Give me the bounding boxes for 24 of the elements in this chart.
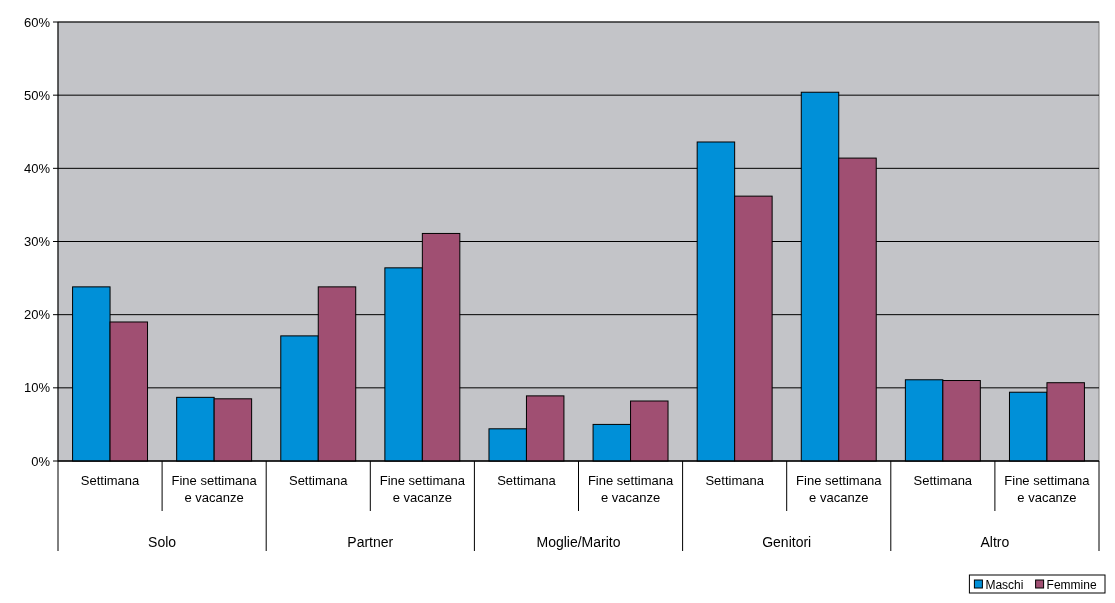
x-tick-label: Fine settimana e vacanze <box>379 473 466 505</box>
y-tick-label: 30% <box>23 234 51 250</box>
y-tick-label: 20% <box>23 307 51 323</box>
y-tick-label: 10% <box>23 380 51 396</box>
x-tick-label: Settimana <box>80 473 141 488</box>
x-tick-label: Settimana <box>497 473 557 488</box>
legend-label: Femmine <box>1046 577 1097 592</box>
text: Solo <box>148 534 177 550</box>
x-tick-label: Settimana <box>913 473 973 488</box>
text: Genitori <box>762 534 812 550</box>
x-tick-label: Fine settimana e vacanze <box>1004 473 1091 505</box>
text: Altro <box>980 534 1010 550</box>
y-tick-label: 0% <box>31 453 51 469</box>
y-tick-label: 50% <box>23 87 51 103</box>
x-tick-label: Fine settimana e vacanze <box>796 473 883 505</box>
text: Moglie/Marito <box>536 534 621 550</box>
x-tick-label: Settimana <box>705 473 765 488</box>
y-tick-label: 60% <box>23 14 51 30</box>
x-tick-label: Settimana <box>288 473 349 488</box>
y-tick-label: 40% <box>23 160 51 176</box>
x-tick-label: Fine settimana e vacanze <box>171 473 258 505</box>
legend-label: Maschi <box>985 577 1024 592</box>
x-tick-label: Fine settimana e vacanze <box>587 473 674 505</box>
text: Partner <box>347 534 394 550</box>
